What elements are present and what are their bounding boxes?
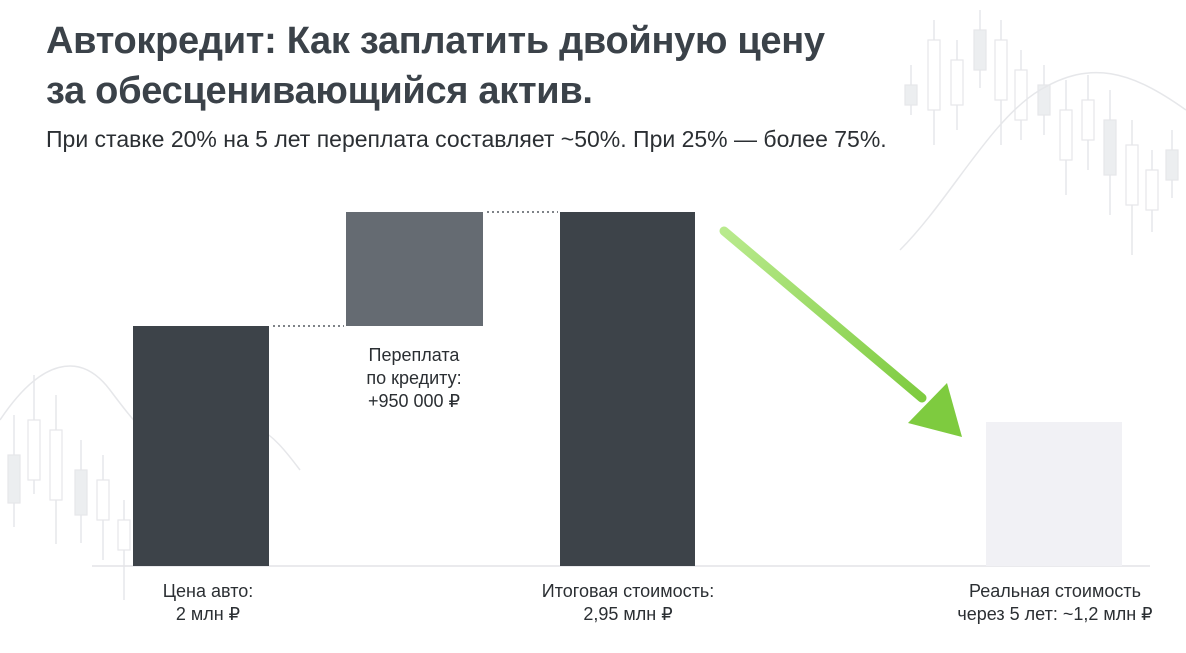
decor-candle-body: [1145, 169, 1159, 211]
decor-candle-body: [994, 39, 1008, 101]
decor-candle-body: [1125, 144, 1139, 206]
overpayment-label-line-2: по кредиту:: [366, 368, 462, 388]
decor-candle-body: [1014, 69, 1028, 121]
decor-wave-right: [899, 71, 1186, 251]
decor-candle-body: [904, 84, 918, 106]
decor-candle-body: [96, 479, 110, 521]
total-label-line-2: 2,95 млн ₽: [583, 604, 673, 624]
decor-candle-body: [7, 454, 21, 504]
decor-candle-body: [1037, 84, 1051, 116]
overpayment-label-line-3: +950 000 ₽: [367, 391, 461, 411]
price-label: Цена авто: 2 млн ₽: [108, 580, 308, 626]
page-title: Автокредит: Как заплатить двойную цену з…: [46, 16, 946, 116]
real-value-label: Реальная стоимость через 5 лет: ~1,2 млн…: [930, 580, 1180, 626]
decor-candle-body: [74, 469, 88, 516]
decor-candle-body: [1059, 109, 1073, 161]
real-value-label-line-2: через 5 лет: ~1,2 млн ₽: [957, 604, 1153, 624]
decor-candle-body: [1081, 99, 1095, 141]
trend-arrow: [719, 226, 962, 437]
bars-group: [133, 212, 1122, 566]
total-label: Итоговая стоимость: 2,95 млн ₽: [503, 580, 753, 626]
overpayment-label-line-1: Переплата: [368, 345, 460, 365]
bar-price: [133, 326, 269, 566]
decor-candle-body: [973, 29, 987, 71]
price-label-line-1: Цена авто:: [162, 581, 254, 601]
decor-candle-body: [1103, 119, 1117, 176]
real-value-label-line-1: Реальная стоимость: [969, 581, 1141, 601]
decor-candle-body: [27, 419, 41, 481]
decor-candle-body: [117, 519, 131, 551]
overpayment-label: Переплата по кредиту: +950 000 ₽: [314, 344, 514, 413]
arrow-head: [908, 383, 962, 437]
bar-total: [560, 212, 695, 566]
title-line-1: Автокредит: Как заплатить двойную цену: [46, 20, 825, 62]
decor-candle-body: [950, 59, 964, 106]
bar-real-value: [986, 422, 1122, 566]
page-subtitle: При ставке 20% на 5 лет переплата состав…: [46, 126, 887, 152]
bar-overpayment: [346, 212, 483, 326]
title-line-2: за обесценивающийся актив.: [46, 70, 593, 112]
arrow-shaft: [719, 226, 927, 403]
total-label-line-1: Итоговая стоимость:: [541, 581, 715, 601]
price-label-line-2: 2 млн ₽: [175, 604, 241, 624]
decor-candle-body: [49, 429, 63, 501]
decor-candle-body: [927, 39, 941, 111]
connector-lines: [273, 211, 558, 327]
decor-candle-body: [1165, 149, 1179, 181]
